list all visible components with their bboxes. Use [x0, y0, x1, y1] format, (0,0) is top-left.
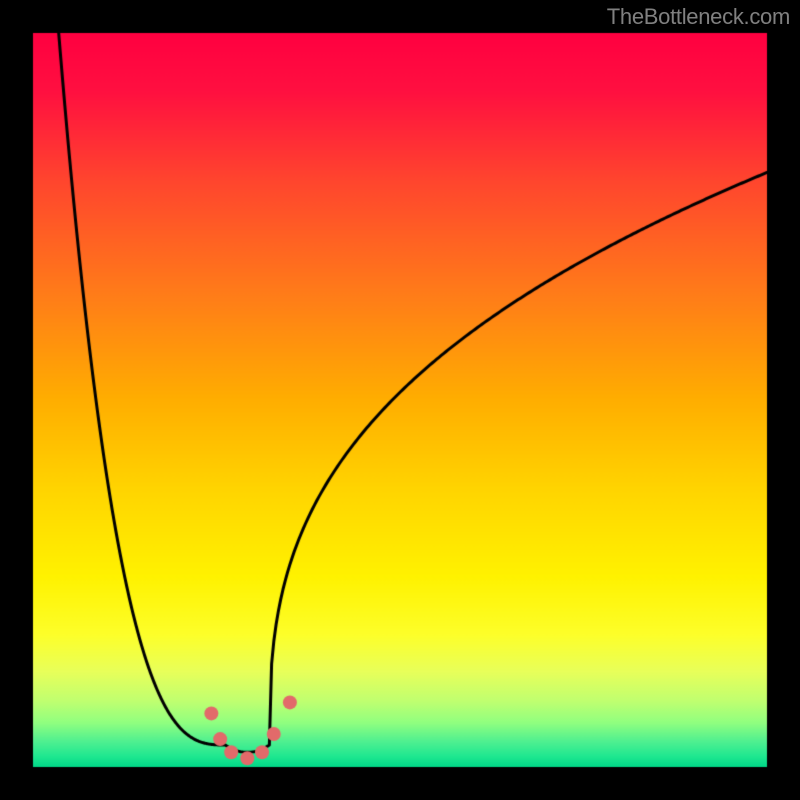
watermark-text: TheBottleneck.com — [607, 4, 790, 30]
bottleneck-chart — [0, 0, 800, 800]
